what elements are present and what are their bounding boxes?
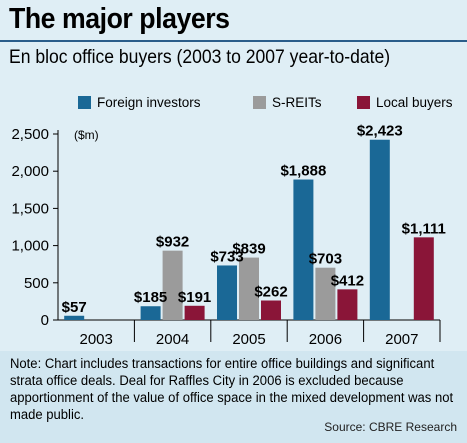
bar-sreits	[162, 250, 183, 320]
legend-item-local: Local buyers	[357, 95, 453, 110]
bar-foreign	[293, 179, 314, 320]
x-tick-label: 2007	[385, 331, 418, 348]
y-tick-label: 2,000	[11, 163, 49, 180]
chart-note: Note: Chart includes transactions for en…	[10, 356, 454, 423]
legend-item-sreits: S-REITs	[253, 95, 322, 110]
bar-local	[184, 305, 205, 320]
data-label-foreign: $185	[134, 289, 167, 306]
x-tick-label: 2006	[309, 331, 342, 348]
data-label-sreits: $703	[309, 251, 342, 268]
data-label-foreign: $57	[62, 299, 87, 316]
data-label-local: $1,111	[402, 220, 446, 237]
bar-foreign	[140, 306, 161, 320]
x-tick-label: 2004	[156, 331, 189, 348]
bar-foreign	[64, 315, 85, 320]
bar-local	[337, 289, 358, 320]
note-panel	[0, 351, 467, 443]
legend-swatch-sreits	[253, 96, 266, 109]
bar-foreign	[369, 139, 390, 320]
bar-sreits	[239, 257, 259, 320]
title-divider	[0, 40, 467, 42]
data-label-foreign: $2,423	[357, 123, 403, 140]
data-label-foreign: $1,888	[280, 163, 326, 180]
y-tick-label: 1,000	[11, 238, 49, 255]
y-unit-label: ($m)	[74, 128, 99, 142]
bar-local	[261, 300, 281, 320]
legend-label-sreits: S-REITs	[272, 95, 322, 110]
y-tick-label: 0	[41, 312, 49, 329]
bar-chart: 0 500 1,000 1,500 2,000 2,500 ($m) 2003 2004 2005…	[11, 123, 446, 348]
bar-sreits	[315, 267, 336, 320]
data-label-local: $412	[331, 272, 364, 289]
chart-subtitle: En bloc office buyers (2003 to 2007 year…	[9, 46, 391, 68]
legend-item-foreign: Foreign investors	[78, 95, 201, 110]
legend-swatch-foreign	[78, 96, 91, 109]
data-label-local: $262	[254, 284, 287, 301]
data-label-local: $191	[178, 289, 211, 306]
legend-label-local: Local buyers	[376, 95, 453, 110]
chart-title: The major players	[9, 3, 230, 35]
y-tick-label: 500	[24, 275, 49, 292]
y-tick-label: 1,500	[11, 200, 49, 217]
data-label-sreits: $932	[156, 234, 189, 251]
legend-label-foreign: Foreign investors	[97, 95, 201, 110]
legend: Foreign investors S-REITs Local buyers	[0, 95, 467, 111]
bar-local	[413, 237, 434, 320]
chart-source: Source: CBRE Research	[324, 420, 457, 434]
legend-swatch-local	[357, 96, 370, 109]
x-tick-label: 2005	[232, 331, 265, 348]
data-label-sreits: $839	[232, 241, 265, 258]
x-tick-label: 2003	[80, 331, 113, 348]
data-label-foreign: $733	[210, 248, 243, 265]
y-tick-label: 2,500	[11, 126, 49, 143]
bar-foreign	[217, 265, 237, 320]
